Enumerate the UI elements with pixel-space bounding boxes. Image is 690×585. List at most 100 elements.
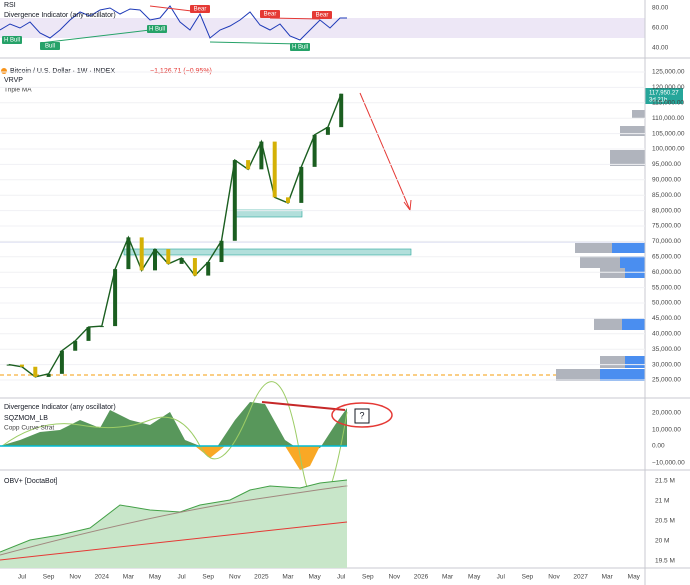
indicator-title: OBV+ [DoctaBot] xyxy=(4,478,58,485)
candle xyxy=(166,249,171,264)
x-tick-label: Nov xyxy=(229,574,241,581)
y-tick-label: 40.00 xyxy=(652,45,669,52)
candle xyxy=(33,366,38,377)
candle xyxy=(232,160,237,241)
y-tick-label: 21 M xyxy=(655,498,669,505)
y-tick-label: 75,000.00 xyxy=(652,223,681,230)
y-tick-label: 60,000.00 xyxy=(652,269,681,276)
x-tick-label: Jul xyxy=(497,574,506,581)
indicator-title: Divergence Indicator (any oscillator) xyxy=(4,12,116,19)
zone xyxy=(123,248,412,256)
signal-label: H Bull xyxy=(4,38,20,44)
candle xyxy=(272,141,277,198)
signal-badge xyxy=(290,43,310,51)
momentum-area xyxy=(0,402,347,450)
candle xyxy=(312,134,317,167)
x-tick-label: Sep xyxy=(43,574,55,581)
indicator-title: Divergence Indicator (any oscillator) xyxy=(4,404,116,411)
x-tick-label: May xyxy=(308,574,321,581)
x-tick-label: Mar xyxy=(442,574,454,581)
y-tick-label: 21.5 M xyxy=(655,478,675,485)
x-tick-label: Sep xyxy=(522,574,534,581)
signal-badge xyxy=(147,25,167,33)
signal-label: H Bull xyxy=(149,27,165,33)
y-tick-label: 30,000.00 xyxy=(652,361,681,368)
signal-badge xyxy=(190,5,210,13)
x-tick-label: Jul xyxy=(337,574,346,581)
candle xyxy=(126,237,131,270)
candle xyxy=(325,127,330,135)
signal-label: Bull xyxy=(45,44,55,50)
x-tick-label: Nov xyxy=(389,574,401,581)
y-tick-label: 20 M xyxy=(655,538,669,545)
y-tick-label: 55,000.00 xyxy=(652,284,681,291)
candle xyxy=(259,141,264,170)
obv-trend xyxy=(0,521,348,561)
signal-badge xyxy=(2,36,22,44)
price-change: −1,126.71 (−0.95%) xyxy=(150,68,212,75)
candle xyxy=(99,326,104,328)
annotation-circle xyxy=(331,402,393,428)
candle xyxy=(219,240,224,263)
y-tick-label: 50,000.00 xyxy=(652,300,681,307)
note: ? xyxy=(359,410,364,420)
x-tick-label: Nov xyxy=(548,574,560,581)
y-tick-label: 100,000.00 xyxy=(652,146,685,153)
y-tick-label: 80,000.00 xyxy=(652,207,681,214)
signal-label: Bear xyxy=(194,7,207,13)
obv-line xyxy=(0,479,348,553)
divergence-line xyxy=(261,401,346,411)
y-tick-label: 115,000.00 xyxy=(652,100,684,107)
y-tick-label: 125,000.00 xyxy=(652,69,685,76)
x-tick-label: 2026 xyxy=(414,574,429,581)
x-tick-label: May xyxy=(468,574,481,581)
y-tick-label: 0.00 xyxy=(652,443,665,450)
arrow-head xyxy=(403,199,412,212)
y-tick-label: 40,000.00 xyxy=(652,331,681,338)
x-tick-label: Sep xyxy=(202,574,214,581)
x-tick-label: Nov xyxy=(69,574,81,581)
signal-badge xyxy=(312,11,332,19)
candle xyxy=(86,327,91,341)
signal-label: Bear xyxy=(264,12,277,18)
rsi-line xyxy=(0,5,347,41)
candle xyxy=(286,197,290,203)
candle xyxy=(192,258,197,276)
divergence-line xyxy=(39,29,151,44)
momentum-area xyxy=(195,446,320,470)
coin-icon xyxy=(1,68,7,74)
rsi-title: RSI xyxy=(4,2,16,9)
y-tick-label: 45,000.00 xyxy=(652,315,681,322)
x-tick-label: 2025 xyxy=(254,574,269,581)
indicator-title: Copp Curve Strat xyxy=(4,425,54,432)
x-tick-label: Mar xyxy=(123,574,135,581)
price-tag xyxy=(645,88,683,104)
y-tick-label: 120,000.00 xyxy=(652,84,685,91)
divergence-line xyxy=(209,41,301,45)
candle xyxy=(139,237,144,271)
y-tick-label: 80.00 xyxy=(652,5,669,12)
note-box xyxy=(354,408,370,424)
y-tick-label: 20,000.00 xyxy=(652,410,681,417)
arrow xyxy=(359,92,411,211)
candle xyxy=(339,93,344,128)
y-tick-label: 95,000.00 xyxy=(652,161,681,168)
x-tick-label: Jul xyxy=(177,574,186,581)
y-tick-label: 19.5 M xyxy=(655,558,675,565)
divergence-line xyxy=(269,17,321,20)
price-line xyxy=(8,93,342,378)
x-tick-label: May xyxy=(628,574,641,581)
signal-label: Bear xyxy=(316,13,329,19)
y-tick-label: 60.00 xyxy=(652,25,669,32)
indicator: Triple MA xyxy=(4,87,32,94)
y-tick-label: 25,000.00 xyxy=(652,377,681,384)
symbol-title: Bitcoin / U.S. Dollar · 1W · INDEX xyxy=(10,68,115,75)
y-tick-label: 10,000.00 xyxy=(652,427,681,434)
candle xyxy=(179,258,184,264)
candle xyxy=(153,249,157,271)
x-tick-label: 2024 xyxy=(95,574,110,581)
rsi-band xyxy=(0,18,645,38)
y-tick-label: 35,000.00 xyxy=(652,346,681,353)
candle xyxy=(299,166,304,203)
